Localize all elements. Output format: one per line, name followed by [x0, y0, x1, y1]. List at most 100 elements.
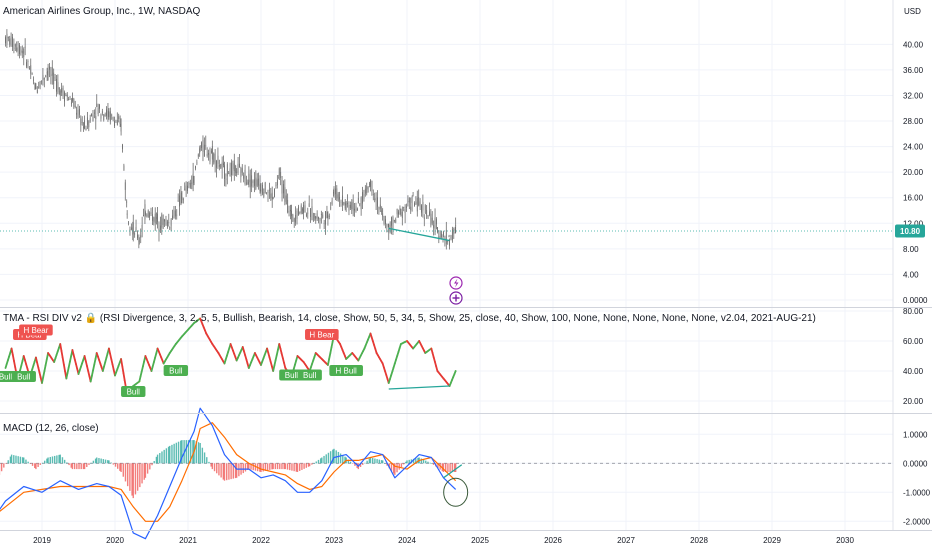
histogram-bar: [384, 463, 386, 464]
candle-body: [109, 111, 111, 122]
histogram-bar: [163, 449, 165, 464]
candle-body: [395, 219, 397, 223]
rsi-axis: 80.00 60.00 40.00 20.00: [903, 307, 924, 406]
candle-body: [336, 188, 338, 199]
candle-body: [410, 206, 412, 211]
candle-body: [454, 228, 456, 231]
candle-body: [196, 162, 198, 164]
time-axis-label: 2021: [179, 536, 197, 545]
histogram-bar: [149, 463, 151, 470]
candle-body: [339, 196, 340, 200]
histogram-bar: [220, 463, 222, 478]
rsi-segment: [61, 356, 65, 366]
candle-body: [414, 202, 415, 207]
candle-body: [451, 229, 453, 241]
histogram-bar: [368, 458, 371, 464]
rsi-axis-label: 20.00: [903, 397, 924, 406]
histogram-bar: [102, 459, 105, 464]
candle-body: [441, 233, 443, 237]
candle-body: [421, 205, 422, 213]
histogram-bar: [327, 452, 330, 464]
candle-body: [270, 193, 272, 199]
candle-body: [193, 176, 195, 183]
candle-body: [17, 47, 19, 52]
histogram-bar: [430, 463, 433, 464]
candle-body: [157, 213, 158, 222]
histogram-bar: [398, 463, 400, 470]
histogram-bar: [232, 463, 234, 479]
candle-body: [21, 50, 23, 54]
histogram-bar: [120, 463, 122, 472]
candle-body: [31, 73, 33, 75]
candle-body: [38, 87, 40, 88]
bull-label: Bull: [0, 373, 12, 382]
candle-body: [276, 179, 278, 186]
histogram-bar: [211, 463, 214, 470]
candle-body: [99, 104, 100, 109]
histogram-bar: [68, 463, 70, 466]
candle-body: [232, 163, 234, 170]
rsi-segment: [330, 340, 334, 349]
candle-body: [233, 160, 235, 172]
time-axis-label: 2027: [617, 536, 635, 545]
candle-body: [201, 142, 202, 148]
histogram-bar: [80, 463, 82, 470]
histogram-bar: [248, 463, 250, 470]
histogram-bar: [213, 463, 216, 472]
candle-body: [235, 165, 237, 173]
histogram-bar: [199, 443, 201, 464]
plus-icon[interactable]: [449, 291, 463, 305]
candle-body: [170, 219, 172, 226]
candle-body: [333, 191, 334, 194]
price-axis-label: 24.00: [903, 143, 924, 152]
candle-body: [415, 201, 417, 205]
histogram-bar: [386, 463, 388, 466]
price-pane: [0, 29, 893, 250]
candle-body: [86, 117, 88, 125]
histogram-bar: [252, 463, 254, 471]
candle-body: [256, 179, 258, 186]
histogram-bar: [34, 463, 36, 468]
rsi-segment: [59, 343, 63, 352]
lightning-icon[interactable]: [449, 276, 463, 290]
histogram-bar: [195, 441, 197, 464]
time-axis-label: 2029: [763, 536, 781, 545]
candle-body: [377, 197, 378, 207]
candle-body: [101, 111, 103, 114]
histogram-bar: [13, 455, 15, 464]
histogram-bar: [96, 457, 98, 464]
histogram-bar: [153, 461, 155, 464]
histogram-bar: [372, 458, 374, 464]
candle-body: [24, 46, 26, 48]
histogram-bar: [63, 459, 66, 464]
histogram-bar: [366, 460, 368, 464]
bull-label-bg: [11, 371, 36, 382]
rsi-segment: [69, 355, 73, 363]
candle-body: [206, 154, 208, 156]
candle-body: [249, 179, 251, 188]
candle-body: [347, 202, 348, 205]
price-axis-label: 32.00: [903, 91, 924, 100]
candle-body: [223, 163, 224, 165]
bull-label: H Bull: [335, 367, 357, 376]
rsi-segment: [92, 363, 96, 372]
candle-body: [404, 209, 406, 213]
candle-body: [92, 114, 94, 121]
histogram-bar: [108, 460, 110, 464]
bull-label-bg: [163, 365, 189, 376]
candle-body: [411, 196, 413, 203]
candle-body: [130, 227, 132, 230]
candle-body: [449, 239, 450, 246]
histogram-bar: [177, 441, 180, 464]
candle-body: [211, 146, 213, 160]
candle-body: [229, 168, 231, 177]
histogram-bar: [271, 463, 273, 470]
currency-label: USD: [904, 7, 921, 16]
candle-body: [243, 175, 245, 179]
price-axis-label: 40.00: [903, 40, 924, 49]
histogram-bar: [406, 460, 408, 464]
candle-body: [187, 185, 188, 191]
bear-label-bg: [19, 324, 53, 336]
histogram-bar: [274, 463, 277, 470]
